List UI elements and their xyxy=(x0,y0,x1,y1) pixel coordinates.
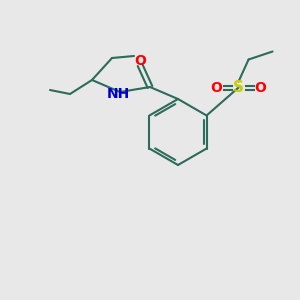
Text: S: S xyxy=(233,80,244,95)
Text: O: O xyxy=(211,80,223,94)
Text: O: O xyxy=(134,54,146,68)
Text: O: O xyxy=(255,80,266,94)
Text: NH: NH xyxy=(106,87,130,101)
